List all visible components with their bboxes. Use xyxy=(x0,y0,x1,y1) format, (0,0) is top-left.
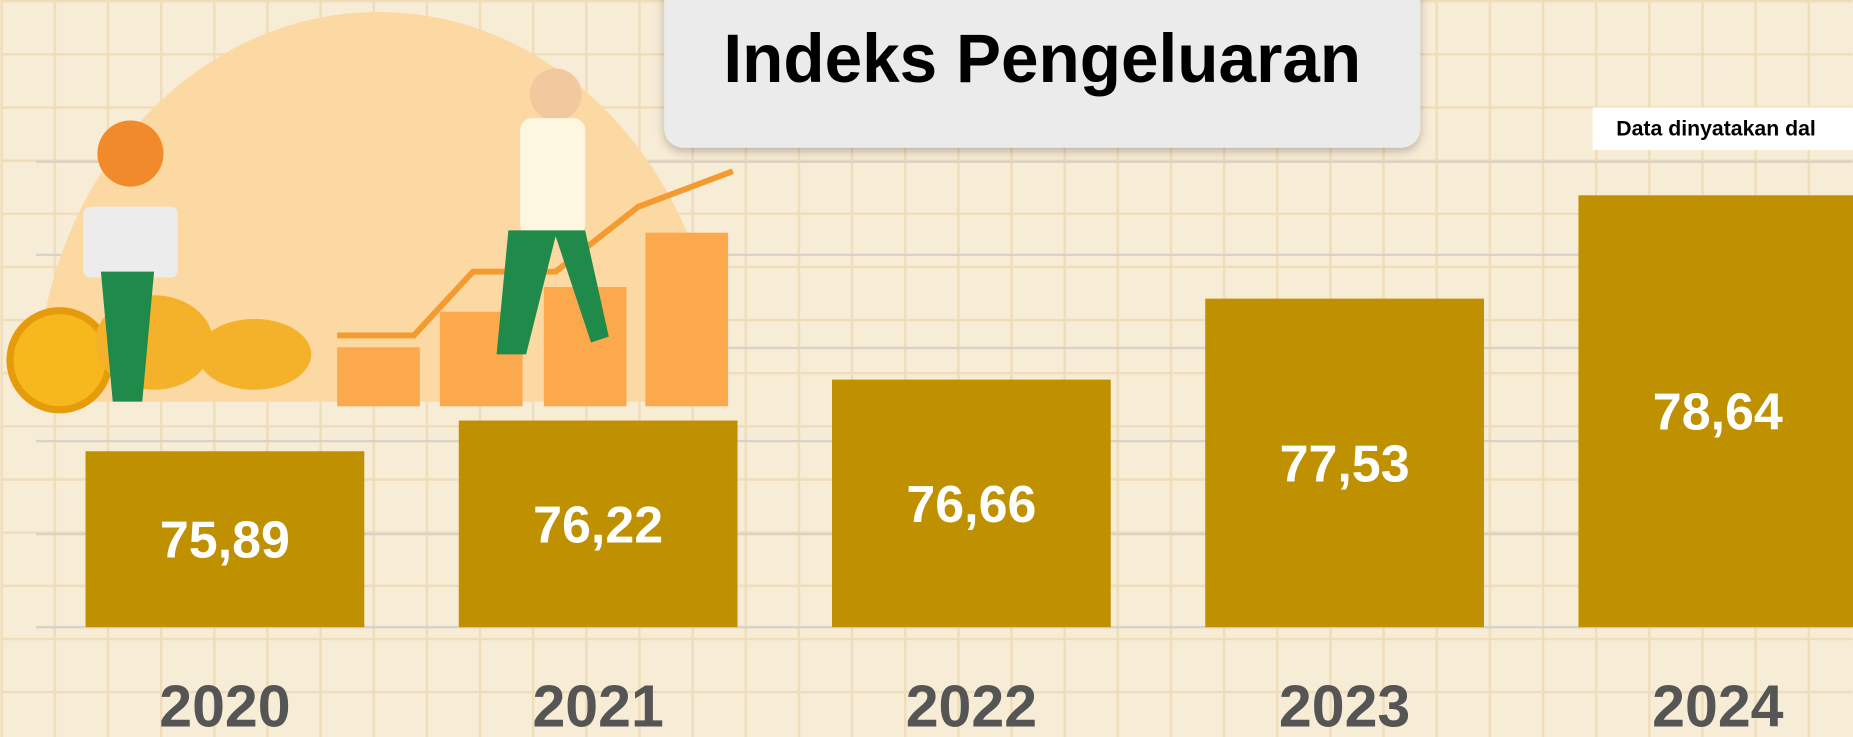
note: Data dinyatakan dal xyxy=(1616,117,1816,141)
x-tick-label: 2024 xyxy=(1652,674,1784,737)
x-tick-label: 2021 xyxy=(532,674,663,737)
chart-title: Indeks Pengeluaran xyxy=(723,20,1361,97)
page: {"chart_data": {"type": "bar", "title": … xyxy=(0,0,1853,737)
x-tick-label: 2023 xyxy=(1279,674,1410,737)
x-tick-label: 2022 xyxy=(906,674,1037,737)
value-label: 76,66 xyxy=(906,476,1036,534)
x-tick-label: 2020 xyxy=(159,674,290,737)
value-label: 75,89 xyxy=(160,512,290,570)
value-label: 76,22 xyxy=(533,496,663,554)
value-label: 77,53 xyxy=(1280,435,1410,493)
value-label: 78,64 xyxy=(1653,384,1783,442)
chart: Indeks Pengeluaran Data dinyatakan dal 2… xyxy=(0,0,1853,737)
